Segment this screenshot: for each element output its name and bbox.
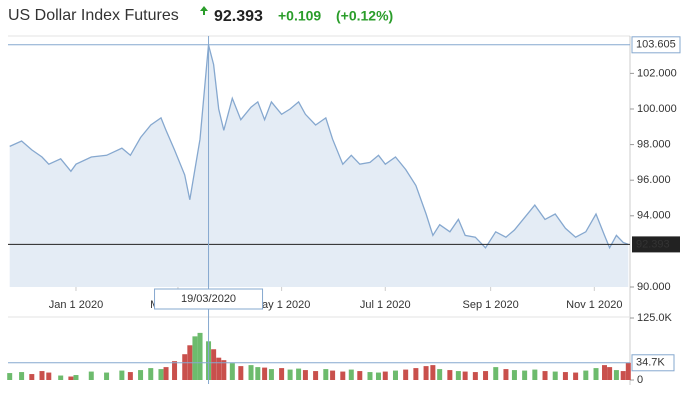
volume-bar [197, 332, 203, 380]
volume-bar [462, 371, 468, 380]
volume-bar [552, 371, 558, 380]
volume-bar [620, 371, 626, 380]
area-fill [9, 44, 629, 288]
volume-bar [613, 370, 619, 380]
volume-bar [542, 371, 548, 380]
volume-bar [158, 369, 164, 380]
volume-bar [104, 372, 110, 380]
volume-last-box [631, 354, 675, 372]
volume-bar [302, 370, 308, 380]
volume-bar [211, 349, 217, 380]
volume-bar [229, 363, 235, 380]
volume-bar [255, 367, 261, 380]
volume-bar [522, 370, 528, 380]
volume-bar [367, 372, 373, 380]
x-tick-label: Sep 1 2020 [463, 299, 519, 311]
volume-tick-label: 0 [637, 374, 643, 386]
volume-bar [423, 366, 429, 380]
volume-bar [503, 369, 509, 380]
y-tick-label: 90.000 [637, 281, 671, 293]
volume-bar [279, 368, 285, 380]
volume-bar [19, 372, 25, 380]
volume-bar [148, 368, 154, 380]
x-tick-label: May 1 2020 [253, 299, 310, 311]
volume-bar [262, 367, 268, 380]
change-pct: (+0.12%) [336, 8, 393, 24]
volume-bar [138, 370, 144, 380]
volume-bar [511, 370, 517, 380]
volume-bar [216, 357, 222, 380]
crosshair-date-label: 19/03/2020 [181, 293, 236, 305]
volume-bar [192, 336, 198, 380]
volume-bar [238, 366, 244, 380]
y-tick-label: 102.000 [637, 67, 677, 79]
y-tick-label: 94.000 [637, 210, 671, 222]
volume-bar [437, 369, 443, 380]
volume-bar [483, 371, 489, 380]
y-tick-label: 98.000 [637, 138, 671, 150]
volume-bar [348, 369, 354, 380]
price: 92.393 [214, 8, 263, 25]
volume-bar [73, 375, 79, 380]
volume-bar [323, 369, 329, 380]
volume-bar [382, 371, 388, 380]
volume-bar [472, 372, 478, 380]
price-line [9, 44, 629, 250]
volume-tick-label: 125.0K [637, 312, 673, 324]
volume-bar [625, 362, 631, 380]
volume-bar [248, 365, 254, 380]
volume-bar [493, 367, 499, 380]
volume-bar [532, 369, 538, 380]
y-tick-label: 100.000 [637, 103, 677, 115]
volume-bar [221, 360, 227, 380]
crosshair-value-label: 103.605 [636, 39, 676, 51]
volume-bar [573, 372, 579, 380]
volume-bar [562, 372, 568, 380]
volume-bar [296, 368, 302, 380]
change: +0.109 [278, 8, 321, 24]
volume-bar [583, 370, 589, 380]
volume-bar [330, 370, 336, 380]
volume-bar [287, 369, 293, 380]
y-tick-label: 96.000 [637, 174, 671, 186]
volume-bar [7, 373, 13, 380]
x-tick-label: Nov 1 2020 [566, 299, 622, 311]
volume-bar [313, 371, 319, 380]
volume-bar [340, 371, 346, 380]
volume-bar [29, 374, 35, 380]
x-tick-label: Jul 1 2020 [360, 299, 411, 311]
volume-bar [413, 368, 419, 380]
volume-bar [455, 371, 461, 380]
x-tick-label: Jan 1 2020 [49, 299, 103, 311]
volume-bar [403, 369, 409, 380]
volume-bar [46, 372, 52, 380]
volume-bar [602, 365, 608, 380]
volume-bar [357, 371, 363, 380]
volume-bar [182, 354, 188, 380]
volume-bar [88, 371, 94, 380]
volume-bar [163, 367, 169, 380]
volume-bar [447, 370, 453, 380]
volume-bar [39, 371, 45, 380]
volume-bar [172, 361, 178, 380]
up-arrow [200, 6, 208, 15]
volume-bar [119, 370, 125, 380]
volume-bar [593, 368, 599, 380]
title: US Dollar Index Futures [8, 7, 179, 24]
crosshair-date-box [154, 288, 264, 310]
volume-bar [392, 370, 398, 380]
last-price-box [632, 236, 680, 253]
volume-bar [127, 372, 133, 380]
volume-last-label: 34.7K [636, 357, 665, 369]
crosshair-value-box [631, 36, 681, 54]
volume-bar [68, 376, 74, 380]
volume-bar [268, 369, 274, 380]
last-price-label: 92.393 [636, 238, 670, 250]
volume-bar [607, 367, 613, 380]
volume-bar [375, 372, 381, 380]
volume-bar [430, 365, 436, 380]
volume-bar [58, 375, 64, 380]
